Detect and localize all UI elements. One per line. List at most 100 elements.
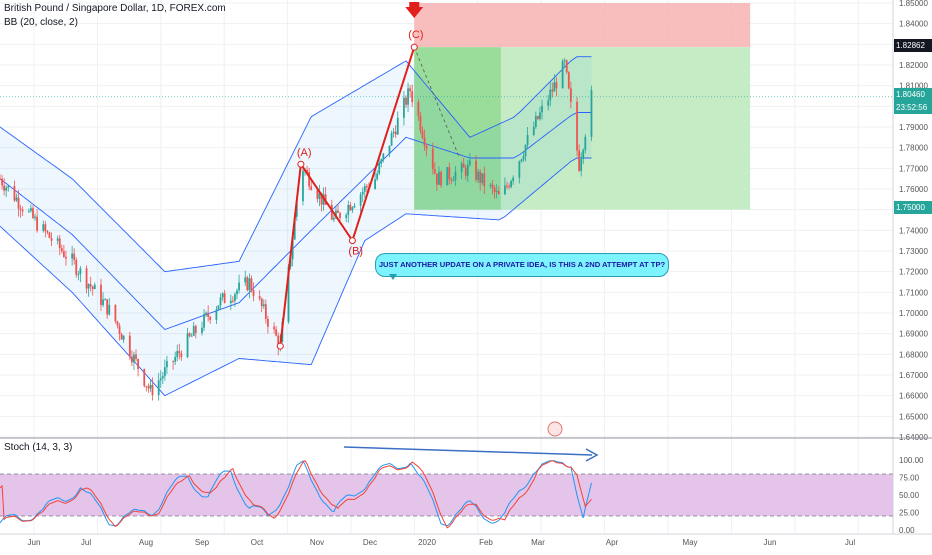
candle-body xyxy=(3,185,6,191)
price-tick-label: 1.76000 xyxy=(899,185,928,194)
candle-body xyxy=(475,160,477,180)
candle-body xyxy=(36,216,38,231)
stochastic-legend[interactable]: Stoch (14, 3, 3) xyxy=(4,442,73,453)
candle-body xyxy=(287,266,290,322)
candle-body xyxy=(518,161,521,178)
candle-body xyxy=(85,268,88,289)
candle-body xyxy=(347,204,350,215)
candle-body xyxy=(390,133,393,146)
candle-body xyxy=(273,326,275,330)
bollinger-lower xyxy=(0,157,592,397)
candle-body xyxy=(320,192,323,205)
time-tick-label: Apr xyxy=(606,538,619,547)
wave-label-b: (B) xyxy=(348,246,363,258)
candle-body xyxy=(267,318,269,327)
target-price-tag: 1.75000 xyxy=(894,201,932,214)
candle-body xyxy=(491,184,494,188)
candle-body xyxy=(13,186,16,201)
candle-body xyxy=(176,351,179,358)
price-tick-label: 1.78000 xyxy=(899,144,928,153)
candle-body xyxy=(50,237,53,241)
candle-body xyxy=(477,171,480,180)
candle-body xyxy=(79,268,82,275)
candle-body xyxy=(345,214,348,219)
candle-body xyxy=(561,61,564,89)
price-tick-label: 1.74000 xyxy=(899,226,928,235)
candle-body xyxy=(363,186,366,192)
abc-wave-line xyxy=(279,46,416,347)
wave-pivot xyxy=(348,237,356,245)
countdown-tag: 23:52:56 xyxy=(894,101,932,114)
wave-pivot xyxy=(276,342,284,350)
candle-body xyxy=(405,97,407,105)
stop-price-tag: 1.82862 xyxy=(894,39,932,52)
candle-body xyxy=(264,304,267,319)
candle-body xyxy=(423,137,426,146)
candle-body xyxy=(174,357,177,362)
candle-body xyxy=(454,171,457,181)
candle-body xyxy=(157,380,160,396)
candle-body xyxy=(567,72,570,89)
wave-pivot xyxy=(410,43,418,51)
candle-body xyxy=(133,354,135,363)
candle-body xyxy=(100,284,102,306)
candle-body xyxy=(62,251,65,257)
candle-body xyxy=(219,297,222,306)
candle-body xyxy=(30,208,32,211)
candle-body xyxy=(425,145,428,149)
candle-body xyxy=(180,353,183,358)
candle-body xyxy=(337,210,339,213)
candle-body xyxy=(361,191,364,195)
time-tick-label: Jul xyxy=(845,538,855,547)
candle-body xyxy=(32,208,34,218)
candle-body xyxy=(479,171,482,183)
candle-body xyxy=(291,239,294,260)
candle-body xyxy=(147,386,150,389)
candle-body xyxy=(448,167,451,180)
candle-body xyxy=(293,216,296,240)
candle-body xyxy=(118,325,121,334)
candle-body xyxy=(446,167,449,186)
candle-body xyxy=(417,102,420,116)
candle-body xyxy=(163,367,166,377)
risk-zone xyxy=(414,3,751,48)
candle-body xyxy=(382,153,385,160)
candle-body xyxy=(374,179,376,189)
symbol-legend[interactable]: British Pound / Singapore Dollar, 1D, FO… xyxy=(4,3,226,14)
time-tick-label: Oct xyxy=(251,538,264,547)
time-tick-label: Jul xyxy=(81,538,91,547)
last-price-tag: 1.80460 xyxy=(894,88,932,101)
price-tick-label: 1.71000 xyxy=(899,288,928,297)
annotation-tail xyxy=(389,274,397,280)
idea-annotation[interactable]: JUST ANOTHER UPDATE ON A PRIVATE IDEA, I… xyxy=(375,253,669,277)
wave-label-c: (C) xyxy=(408,29,423,41)
candle-body xyxy=(433,169,436,174)
candle-body xyxy=(60,248,63,252)
candle-body xyxy=(56,238,59,241)
candle-body xyxy=(46,231,49,233)
candle-body xyxy=(277,335,280,348)
candle-body xyxy=(106,299,109,315)
candle-body xyxy=(584,136,587,150)
candle-body xyxy=(209,316,212,320)
candle-body xyxy=(431,148,434,170)
candle-body xyxy=(19,208,22,210)
candle-body xyxy=(464,167,467,176)
stoch-tick-label: 0.00 xyxy=(899,526,915,535)
candle-body xyxy=(335,210,337,218)
candle-body xyxy=(201,327,203,333)
bollinger-legend[interactable]: BB (20, close, 2) xyxy=(4,17,78,28)
candle-body xyxy=(380,159,383,164)
candle-body xyxy=(223,293,226,304)
candle-body xyxy=(207,312,210,317)
candle-body xyxy=(89,284,92,287)
candle-body xyxy=(87,284,90,289)
price-tick-label: 1.85000 xyxy=(899,0,928,8)
candle-body xyxy=(310,186,313,190)
candle-body xyxy=(563,60,566,62)
candle-body xyxy=(58,238,61,249)
candle-body xyxy=(250,278,253,290)
candle-body xyxy=(590,90,593,137)
